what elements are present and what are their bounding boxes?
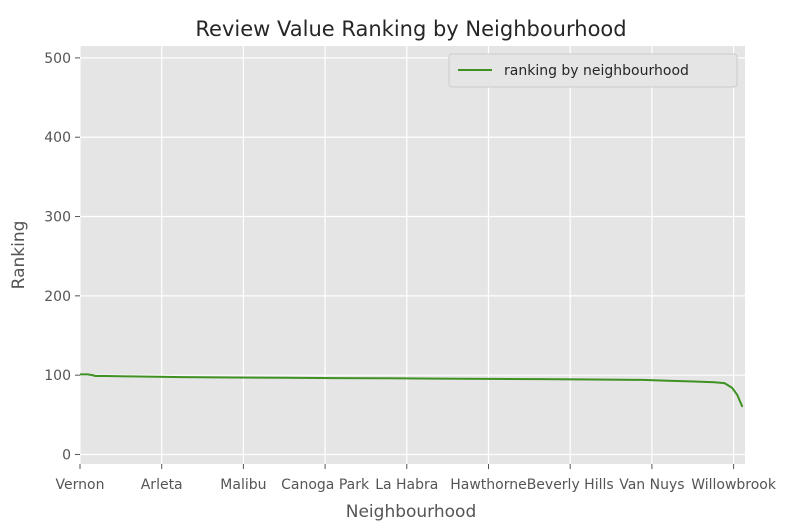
y-tick-label: 500 [44, 51, 71, 67]
x-axis-label: Neighbourhood [346, 502, 477, 522]
series-line [80, 373, 744, 408]
x-tick-label: Hawthorne [450, 477, 526, 493]
x-tick-label: Willowbrook [691, 477, 777, 493]
x-tick-label: Beverly Hills [527, 477, 614, 493]
y-axis-label: Ranking [9, 221, 29, 290]
y-ticks: 0 100 200 300 400 500 [44, 51, 80, 463]
x-tick-label: Van Nuys [619, 477, 684, 493]
x-tick-label: Vernon [56, 477, 105, 493]
legend-label: ranking by neighbourhood [504, 63, 689, 79]
x-tick-label: Arleta [141, 477, 183, 493]
x-tick-label: Malibu [220, 477, 266, 493]
chart-title: Review Value Ranking by Neighbourhood [195, 17, 626, 41]
y-tick-label: 300 [44, 210, 71, 226]
x-ticks: Vernon Arleta Malibu Canoga Park La Habra Haw… [56, 464, 777, 493]
x-tick-label: La Habra [375, 477, 438, 493]
series-layer [80, 373, 744, 408]
y-tick-label: 200 [44, 289, 71, 305]
y-tick-label: 400 [44, 130, 71, 146]
y-tick-label: 100 [44, 368, 71, 384]
legend-box [448, 53, 738, 88]
grid-lines [79, 46, 745, 464]
plot-background [80, 46, 745, 464]
x-tick-label: Canoga Park [281, 477, 370, 493]
y-tick-label: 0 [62, 447, 71, 463]
legend: ranking by neighbourhood [448, 53, 738, 88]
